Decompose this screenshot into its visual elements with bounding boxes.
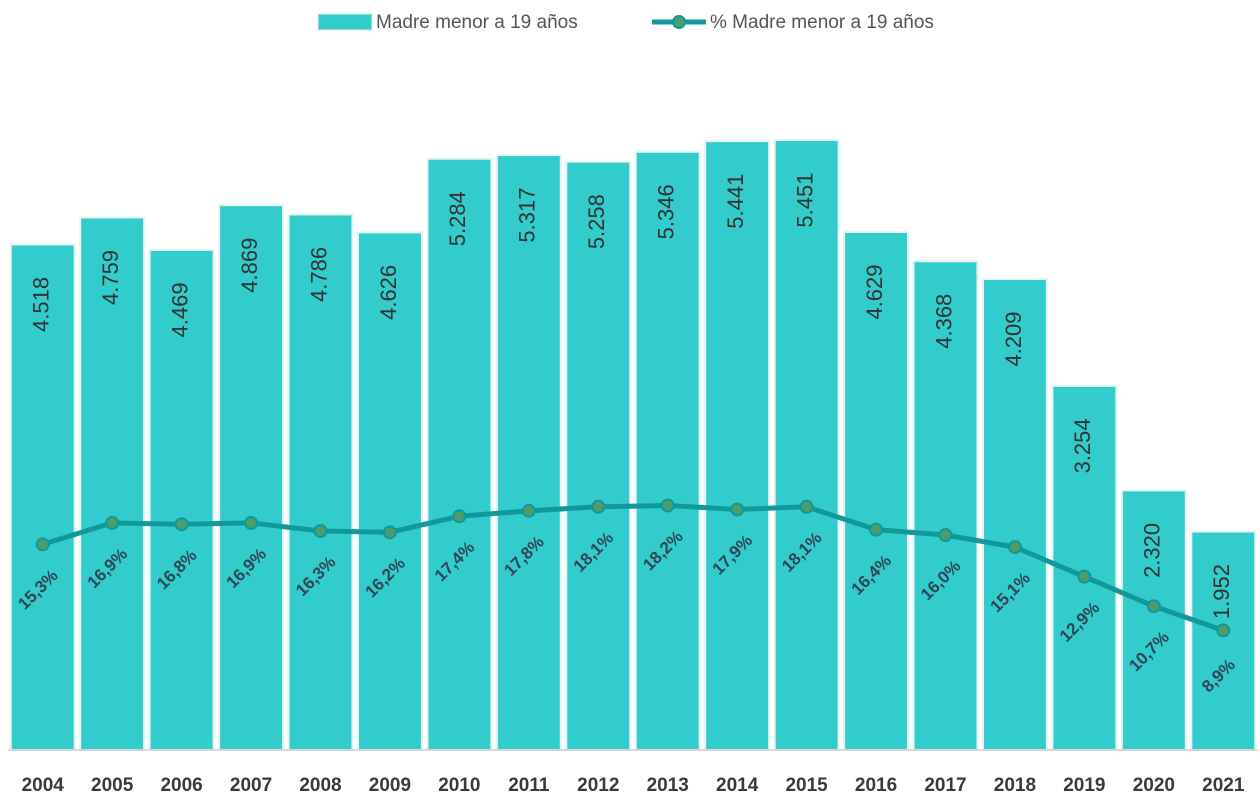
bar-value-label: 1.952 [1209, 564, 1234, 619]
bar-value-label: 3.254 [1070, 418, 1095, 473]
x-tick-label: 2010 [438, 775, 480, 796]
legend-label: Madre menor a 19 años [376, 12, 578, 33]
line-marker [938, 528, 953, 543]
bar-value-label: 5.441 [723, 174, 748, 229]
line-marker [1216, 623, 1231, 638]
line-marker [105, 515, 120, 530]
bar [1190, 530, 1257, 752]
bar [773, 139, 840, 752]
x-tick-label: 2019 [1063, 775, 1105, 796]
x-tick-label: 2021 [1202, 775, 1245, 796]
x-tick-label: 2018 [994, 775, 1036, 796]
bar-value-label: 4.469 [167, 282, 192, 337]
x-tick-label: 2011 [508, 775, 550, 796]
x-tick-label: 2006 [160, 775, 202, 796]
bar [218, 204, 285, 751]
bar-value-label: 4.626 [376, 265, 401, 320]
bar-value-label: 4.759 [98, 250, 123, 305]
line-marker [174, 517, 189, 532]
bar-value-label: 4.368 [931, 294, 956, 349]
bar-value-label: 5.317 [515, 188, 540, 243]
bar [634, 150, 701, 752]
legend-label: % Madre menor a 19 años [710, 12, 934, 33]
bar [565, 160, 632, 751]
legend-marker [672, 15, 686, 29]
bar [495, 154, 562, 752]
bar [912, 260, 979, 751]
line [41, 502, 1225, 633]
x-tick-label: 2009 [369, 775, 411, 796]
line-marker [521, 503, 536, 518]
line-marker [1146, 599, 1161, 614]
x-tick-label: 2007 [230, 775, 272, 796]
x-tick-label: 2014 [716, 775, 759, 796]
bar [982, 278, 1048, 751]
line-marker [660, 498, 675, 513]
bar-value-label: 4.786 [306, 247, 331, 302]
line-marker [313, 523, 328, 538]
bar-value-label: 5.258 [584, 194, 609, 249]
x-tick-label: 2013 [647, 775, 689, 796]
bar-value-label: 5.451 [792, 173, 817, 228]
line-marker [591, 499, 606, 514]
line-marker [382, 525, 397, 540]
x-tick-label: 2005 [91, 775, 134, 796]
line-marker [730, 502, 745, 517]
bar-value-label: 4.518 [29, 277, 54, 332]
bar [704, 140, 771, 752]
bar-value-label: 4.869 [237, 238, 262, 293]
x-tick-label: 2017 [924, 775, 966, 796]
line-marker [35, 537, 50, 552]
x-tick-label: 2020 [1133, 775, 1175, 796]
line-marker [1007, 540, 1022, 555]
bar [357, 231, 423, 751]
x-tick-label: 2004 [22, 775, 65, 796]
legend-swatch [317, 13, 373, 31]
x-tick-label: 2015 [785, 775, 828, 796]
bar-value-label: 5.284 [445, 191, 470, 246]
line-marker [1077, 569, 1092, 584]
bar [1120, 489, 1187, 751]
x-tick-label: 2012 [577, 775, 619, 796]
line-marker [799, 499, 814, 514]
bar [79, 216, 146, 751]
x-tick-label: 2016 [855, 775, 897, 796]
bar-value-label: 5.346 [654, 184, 679, 239]
bar [287, 213, 354, 752]
x-tick-label: 2008 [299, 775, 341, 796]
line-marker [244, 515, 259, 530]
bar [426, 157, 493, 751]
bar-value-label: 4.209 [1001, 311, 1026, 366]
line-marker [452, 509, 467, 524]
bar-value-label: 4.629 [862, 264, 887, 319]
line-marker [869, 522, 884, 537]
bar [843, 231, 909, 751]
bar-value-label: 2.320 [1140, 523, 1165, 578]
